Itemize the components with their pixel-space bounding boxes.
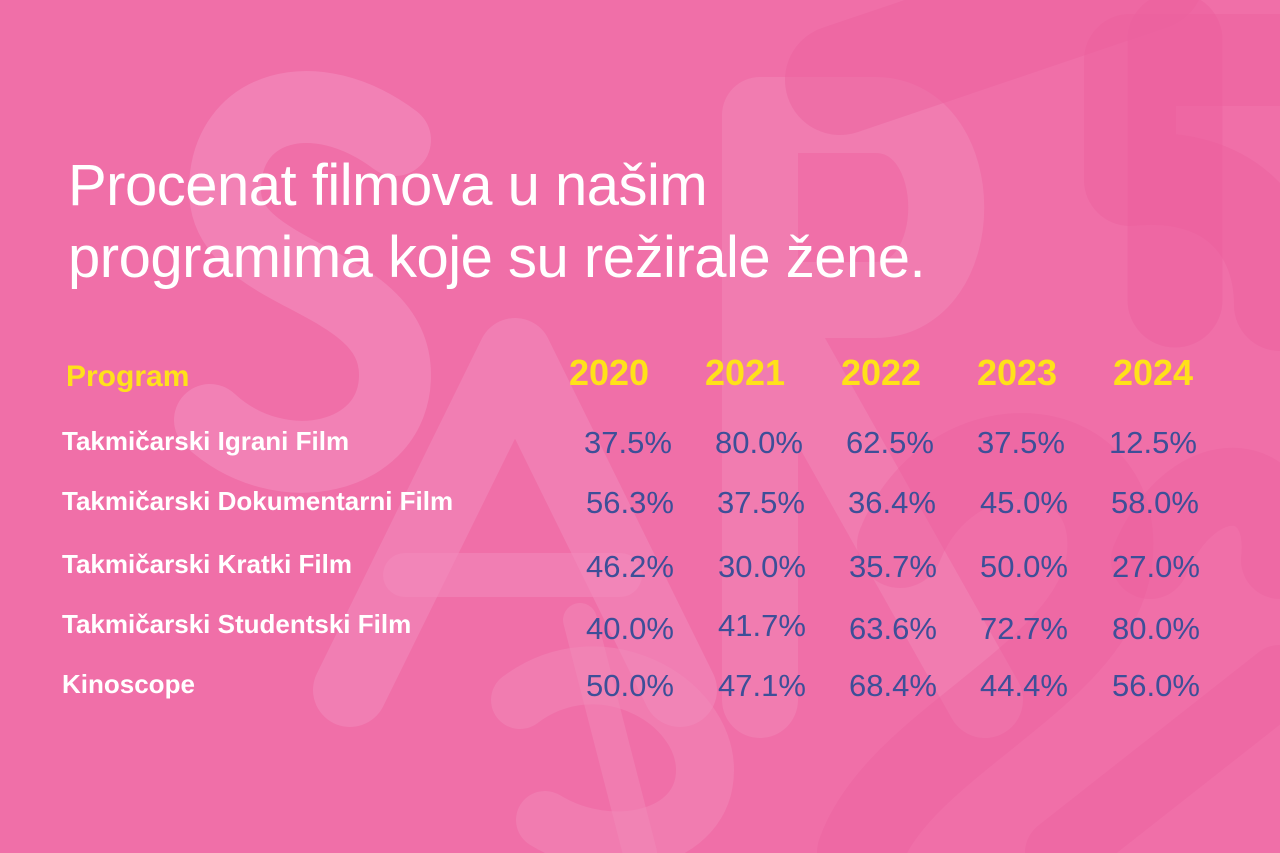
program-row-label: Takmičarski Studentski Film [62,609,412,639]
value-cell: 37.5% [977,425,1065,460]
year-header-2024: 2024 [1112,352,1194,393]
year-header-2022: 2022 [840,352,922,393]
value-cell: 44.4% [980,668,1068,703]
value-cell: 63.6% [849,611,937,646]
value-cell: 40.0% [586,611,674,646]
year-header-2021: 2021 [704,352,786,393]
value-cell: 36.4% [848,485,936,520]
value-cell: 62.5% [846,425,934,460]
value-cell: 27.0% [1112,549,1200,584]
value-cell: 68.4% [849,668,937,703]
value-cell: 50.0% [586,668,674,703]
title-line-2: programima koje su režirale žene. [68,225,926,290]
value-cell: 41.7% [718,608,806,643]
program-row-label: Takmičarski Kratki Film [62,549,352,579]
value-cell: 56.3% [586,485,674,520]
value-cell: 12.5% [1109,425,1197,460]
year-header-2023: 2023 [976,352,1058,393]
program-row-label: Takmičarski Igrani Film [62,426,350,456]
value-cell: 47.1% [718,668,806,703]
value-cell: 58.0% [1111,485,1199,520]
value-cell: 37.5% [717,485,805,520]
value-cell: 56.0% [1112,668,1200,703]
program-row-label: Kinoscope [62,669,195,699]
value-cell: 46.2% [586,549,674,584]
value-cell: 80.0% [1112,611,1200,646]
value-cell: 30.0% [718,549,806,584]
page-title: Procenat filmova u našim programima koje… [68,150,1218,294]
year-header-2020: 2020 [568,352,650,393]
program-column-header: Program [66,360,190,393]
value-cell: 35.7% [849,549,937,584]
value-cell: 50.0% [980,549,1068,584]
program-row-label: Takmičarski Dokumentarni Film [62,486,454,516]
value-cell: 37.5% [584,425,672,460]
value-cell: 80.0% [715,425,803,460]
title-line-1: Procenat filmova u našim [68,153,708,218]
value-cell: 72.7% [980,611,1068,646]
value-cell: 45.0% [980,485,1068,520]
